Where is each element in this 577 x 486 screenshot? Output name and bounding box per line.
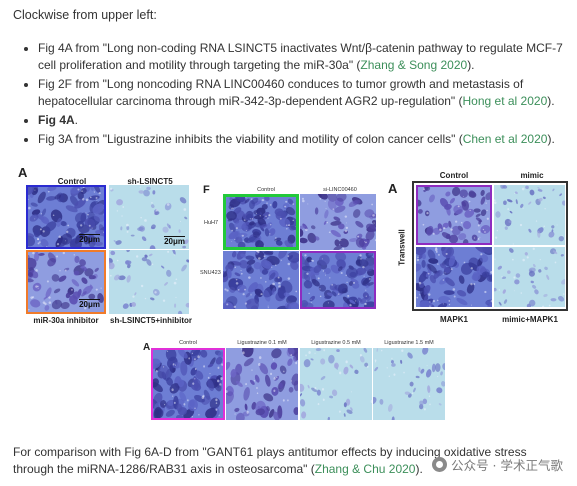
micrograph-l1 xyxy=(226,348,298,420)
reference-list: Fig 4A from "Long non-coding RNA LSINCT5… xyxy=(24,40,577,150)
scale-bar: 20μm xyxy=(79,299,100,309)
label-control: Control xyxy=(257,187,275,193)
comparison-text: For comparison with Fig 6A-D from "GANT6… xyxy=(13,445,527,476)
watermark: 公众号 · 学术正气歌 xyxy=(432,455,563,474)
micrograph-control: 20μm xyxy=(26,185,106,249)
panel-letter: A xyxy=(388,181,398,196)
label-mapk: MAPK1 xyxy=(439,315,468,324)
micrograph-control-snu xyxy=(223,251,299,309)
citation-link[interactable]: Chen et al 2020 xyxy=(462,132,548,146)
micrograph-control-huh7 xyxy=(223,194,299,250)
micrograph-control xyxy=(151,348,225,420)
micrograph-si-huh7 xyxy=(300,194,376,250)
micrograph-combo xyxy=(109,250,189,314)
micrograph-control xyxy=(416,185,492,245)
label-snu: SNU423 xyxy=(200,270,221,276)
label-combo: sh-LSINCT5+inhibitor xyxy=(110,316,192,325)
label-huh7: HuH7 xyxy=(204,220,219,226)
label-control: Control xyxy=(57,177,87,186)
micrograph-inhibitor: 20μm xyxy=(26,250,106,314)
label-control: Control xyxy=(439,171,469,180)
label-inhibitor: miR-30a inhibitor xyxy=(33,316,99,325)
wechat-icon xyxy=(432,457,448,472)
scale-bar: 20μm xyxy=(164,236,185,246)
scale-bar: 20μm xyxy=(79,234,100,244)
figure-ligustrazine: A Control Ligustrazine 0.1 mM Ligustrazi… xyxy=(143,338,445,424)
panel-letter: F xyxy=(203,184,210,196)
list-item: Fig 3A from "Ligustrazine inhibits the v… xyxy=(38,131,577,148)
label-transwell: Transwell xyxy=(397,229,407,266)
panel-letter: A xyxy=(18,165,28,180)
label-l1: Ligustrazine 0.1 mM xyxy=(237,340,287,346)
label-l3: Ligustrazine 1.5 mM xyxy=(384,340,434,346)
intro-text: Clockwise from upper left: xyxy=(13,8,157,22)
list-item: Fig 2F from "Long noncoding RNA LINC0046… xyxy=(38,76,577,110)
figure-lsinct5: A Control sh-LSINCT5 20μm 20μm 20μm miR-… xyxy=(18,165,194,327)
transwell-frame xyxy=(412,181,568,311)
list-item: Fig 4A. xyxy=(38,112,577,129)
panel-letter: A xyxy=(143,342,151,353)
micrograph-mapk xyxy=(416,247,492,307)
micrograph-l3 xyxy=(373,348,445,420)
micrograph-l2 xyxy=(300,348,372,420)
figure-linc00460: F Control si-LINC00460 HuH7 SNU423 xyxy=(200,182,378,314)
citation-link[interactable]: Zhang & Chu 2020 xyxy=(314,462,416,476)
label-control: Control xyxy=(179,340,197,346)
label-sh: sh-LSINCT5 xyxy=(127,177,173,186)
figure-transwell: A Control mimic Transwell MAPK1 mimic+MA… xyxy=(386,167,568,327)
list-item: Fig 4A from "Long non-coding RNA LSINCT5… xyxy=(38,40,577,74)
label-mimic: mimic xyxy=(520,171,544,180)
citation-link[interactable]: Zhang & Song 2020 xyxy=(360,58,468,72)
label-si: si-LINC00460 xyxy=(323,187,357,193)
micrograph-mimic xyxy=(494,185,565,245)
micrograph-combo xyxy=(494,247,565,307)
label-l2: Ligustrazine 0.5 mM xyxy=(311,340,361,346)
citation-link[interactable]: Hong et al 2020 xyxy=(462,94,548,108)
micrograph-si-snu xyxy=(300,251,376,309)
label-combo: mimic+MAPK1 xyxy=(502,315,558,324)
micrograph-sh: 20μm xyxy=(109,185,189,249)
